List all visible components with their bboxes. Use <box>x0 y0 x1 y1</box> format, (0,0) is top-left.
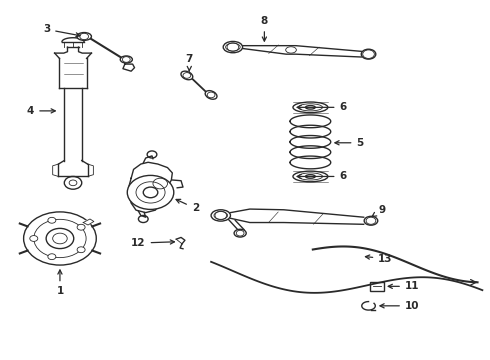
Text: 3: 3 <box>43 24 80 37</box>
Ellipse shape <box>181 71 193 80</box>
Polygon shape <box>123 64 135 71</box>
Circle shape <box>127 175 174 210</box>
Ellipse shape <box>120 56 132 63</box>
Ellipse shape <box>205 91 217 99</box>
Text: 5: 5 <box>335 138 364 148</box>
Ellipse shape <box>293 102 328 113</box>
Circle shape <box>48 254 56 260</box>
Ellipse shape <box>286 47 296 53</box>
Polygon shape <box>129 162 172 213</box>
Circle shape <box>77 247 85 253</box>
Polygon shape <box>83 219 94 225</box>
Text: 13: 13 <box>366 254 392 264</box>
Text: 9: 9 <box>372 205 385 216</box>
Text: 10: 10 <box>380 301 419 311</box>
Ellipse shape <box>234 229 246 237</box>
Text: 11: 11 <box>388 281 419 291</box>
Text: 1: 1 <box>56 270 64 296</box>
Ellipse shape <box>364 216 378 225</box>
Text: 12: 12 <box>131 238 174 248</box>
Ellipse shape <box>211 210 230 221</box>
Text: 7: 7 <box>186 54 193 71</box>
Ellipse shape <box>223 41 243 53</box>
Circle shape <box>48 217 56 223</box>
Text: 6: 6 <box>297 102 347 112</box>
Text: 6: 6 <box>297 171 347 181</box>
Ellipse shape <box>361 49 376 59</box>
Text: 4: 4 <box>27 106 55 116</box>
Ellipse shape <box>77 32 92 40</box>
FancyBboxPatch shape <box>369 282 384 291</box>
Circle shape <box>30 235 38 242</box>
Text: 2: 2 <box>176 199 199 213</box>
Text: 8: 8 <box>261 16 268 41</box>
Circle shape <box>24 212 96 265</box>
Ellipse shape <box>293 171 328 182</box>
Circle shape <box>77 224 85 230</box>
